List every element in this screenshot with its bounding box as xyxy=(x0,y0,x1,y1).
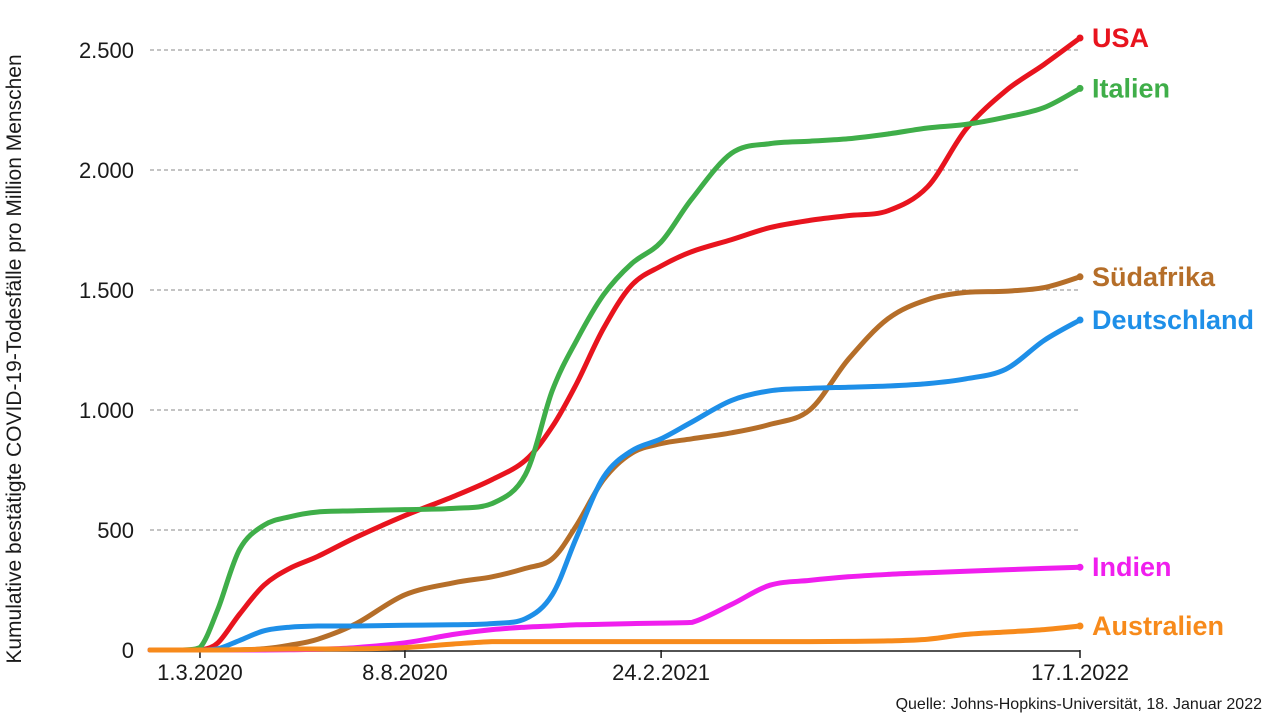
x-tick-label: 1.3.2020 xyxy=(157,660,243,685)
series-end-point xyxy=(1076,34,1084,42)
series-line-italien xyxy=(147,85,1083,653)
series-label-deutschland: Deutschland xyxy=(1092,305,1254,335)
y-tick-label: 1.000 xyxy=(79,398,134,423)
y-tick-label: 500 xyxy=(97,518,134,543)
y-axis-ticks: 0 500 1.000 1.500 2.000 2.500 xyxy=(79,38,134,663)
y-axis-label: Kumulative bestätigte COVID-19-Todesfäll… xyxy=(3,54,26,664)
series-lines xyxy=(147,34,1084,653)
series-label-italien: Italien xyxy=(1092,73,1170,103)
x-tick-label: 8.8.2020 xyxy=(362,660,448,685)
x-tick-label: 17.1.2022 xyxy=(1031,660,1129,685)
source-note: Quelle: Johns-Hopkins-Universität, 18. J… xyxy=(895,696,1262,713)
y-tick-label: 2.000 xyxy=(79,158,134,183)
series-line-deutschland xyxy=(147,317,1083,653)
series-line-australien xyxy=(147,623,1083,653)
series-label-usa: USA xyxy=(1092,23,1149,53)
series-label-indien: Indien xyxy=(1092,552,1172,582)
series-line-usa xyxy=(147,35,1083,653)
series-end-point xyxy=(1076,316,1084,324)
y-tick-label: 2.500 xyxy=(79,38,134,63)
series-label-sdafrika: Südafrika xyxy=(1092,262,1216,292)
gridlines xyxy=(150,49,1080,531)
y-tick-label: 1.500 xyxy=(79,278,134,303)
series-label-australien: Australien xyxy=(1092,611,1224,641)
series-end-point xyxy=(1076,563,1084,571)
series-labels: USA Italien Südafrika Deutschland Indien Aust… xyxy=(1092,23,1254,641)
y-tick-label: 0 xyxy=(122,638,134,663)
series-end-point xyxy=(1076,273,1084,281)
series-end-point xyxy=(1076,84,1084,92)
series-end-point xyxy=(1076,622,1084,630)
x-tick-label: 24.2.2021 xyxy=(612,660,710,685)
x-axis: 1.3.2020 8.8.2020 24.2.2021 17.1.2022 xyxy=(150,650,1129,685)
